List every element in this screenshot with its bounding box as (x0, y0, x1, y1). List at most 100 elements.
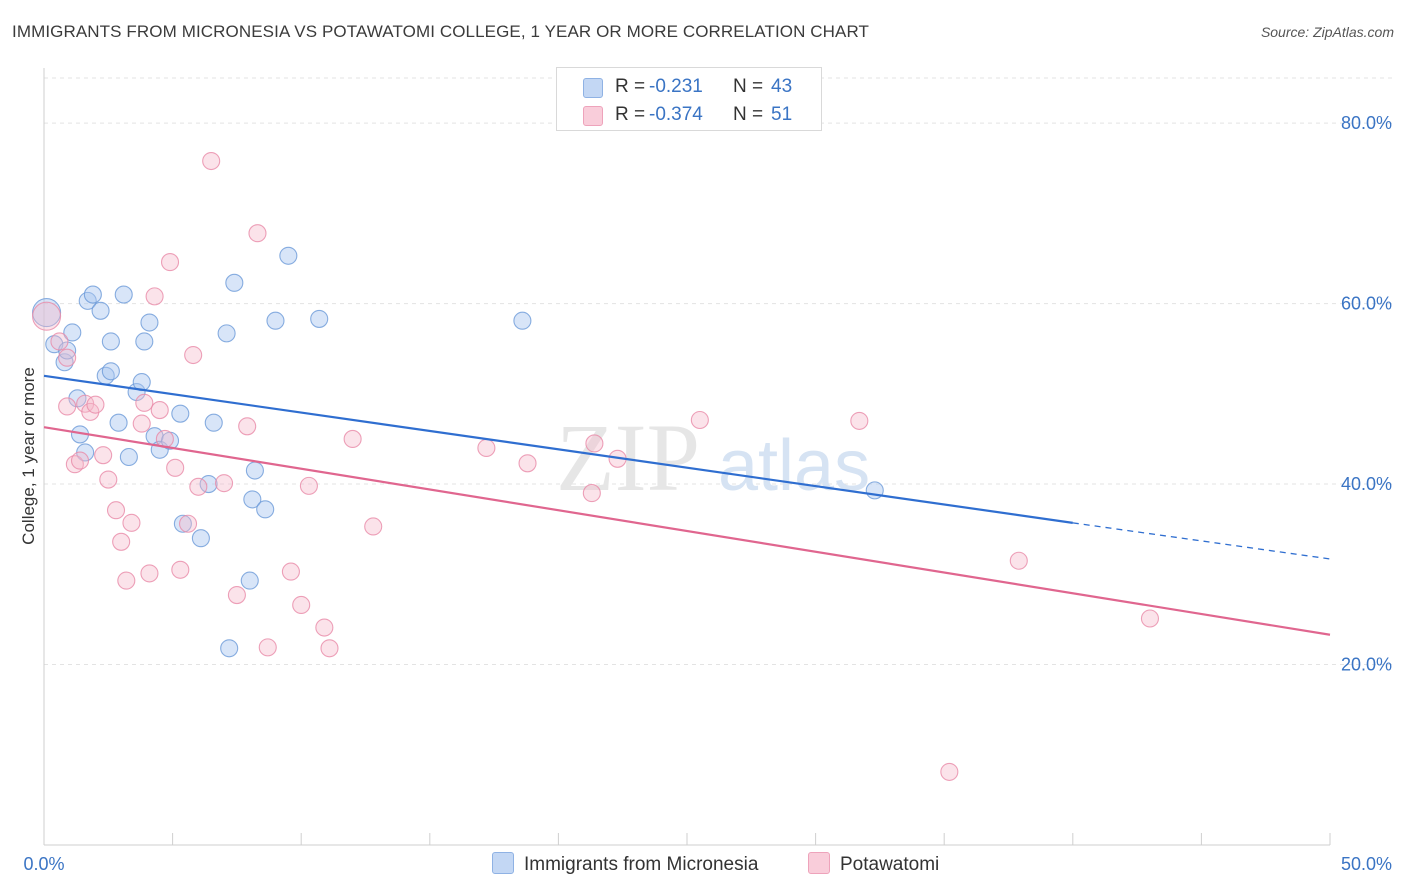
legend-swatch-micronesia (583, 78, 603, 98)
point-potawatomi (99, 470, 118, 489)
legend-r-label: R = (615, 76, 646, 97)
point-micronesia (513, 311, 532, 330)
point-potawatomi (171, 560, 190, 579)
point-potawatomi (585, 434, 604, 453)
point-potawatomi (518, 454, 537, 473)
point-potawatomi (184, 345, 203, 365)
point-potawatomi (850, 411, 869, 430)
point-potawatomi (166, 458, 185, 477)
point-potawatomi (117, 571, 136, 590)
y-axis-label: College, 1 year or more (19, 367, 38, 545)
trend-lines (43, 374, 1331, 636)
point-potawatomi (112, 532, 131, 551)
bottom-legend-micronesia: Immigrants from Micronesia (492, 852, 758, 876)
point-micronesia (91, 301, 110, 320)
watermark-atlas: atlas (718, 426, 870, 506)
point-potawatomi (258, 638, 277, 657)
legend-row-potawatomi: R = -0.374 N = 51 (557, 100, 821, 130)
point-potawatomi (32, 301, 62, 331)
point-micronesia (199, 475, 218, 494)
bottom-legend-label-micronesia: Immigrants from Micronesia (524, 854, 759, 875)
point-micronesia (83, 285, 102, 304)
legend-n-label: N = (733, 76, 764, 97)
data-points (32, 151, 1160, 781)
legend-swatch-potawatomi (583, 106, 603, 126)
point-micronesia (101, 332, 120, 351)
watermark: ZIP atlas (556, 404, 870, 511)
point-micronesia (171, 404, 190, 423)
x-tick-label: 0.0% (23, 854, 64, 874)
point-potawatomi (70, 451, 90, 470)
point-potawatomi (227, 585, 246, 605)
point-potawatomi (248, 224, 267, 243)
point-micronesia (220, 639, 239, 658)
y-tick-label: 60.0% (1341, 294, 1392, 314)
point-potawatomi (202, 151, 221, 171)
bottom-legend-swatch-micronesia (492, 852, 514, 874)
point-micronesia (279, 246, 298, 265)
legend-r-value-micronesia: -0.231 (649, 76, 703, 97)
bottom-legend-swatch-potawatomi (808, 852, 830, 874)
source-label: Source: ZipAtlas.com (1260, 24, 1394, 40)
point-potawatomi (94, 446, 113, 465)
point-potawatomi (582, 484, 601, 503)
point-micronesia (243, 490, 262, 509)
legend-n-value-micronesia: 43 (771, 76, 793, 97)
point-potawatomi (320, 639, 339, 658)
point-micronesia (101, 362, 120, 381)
point-potawatomi (145, 287, 164, 306)
point-potawatomi (315, 618, 334, 637)
point-potawatomi (65, 455, 84, 474)
trend-line-micronesia-extension (1072, 522, 1331, 560)
point-potawatomi (106, 501, 126, 520)
point-micronesia (114, 285, 133, 304)
chart-title: IMMIGRANTS FROM MICRONESIA VS POTAWATOMI… (12, 22, 870, 41)
point-potawatomi (214, 474, 234, 493)
legend-n-label: N = (733, 104, 764, 125)
point-micronesia (225, 273, 244, 292)
watermark-zip: ZIP (556, 404, 700, 511)
point-micronesia (217, 324, 236, 343)
point-micronesia (109, 413, 128, 432)
legend-row-micronesia: R = -0.231 N = 43 (557, 72, 821, 102)
point-micronesia (245, 461, 264, 480)
point-micronesia (204, 413, 223, 432)
y-tick-label: 40.0% (1341, 474, 1392, 494)
point-potawatomi (58, 348, 77, 367)
point-potawatomi (299, 476, 318, 495)
point-micronesia (119, 447, 138, 467)
point-micronesia (173, 514, 192, 533)
legend: R = -0.231 N = 43 R = -0.374 N = 51 (556, 67, 822, 131)
point-potawatomi (1140, 609, 1160, 628)
point-micronesia (256, 500, 275, 519)
point-potawatomi (364, 517, 383, 536)
point-micronesia (310, 309, 329, 328)
axes (43, 68, 1331, 846)
bottom-legend-potawatomi: Potawatomi (808, 852, 939, 876)
point-potawatomi (160, 253, 180, 272)
point-potawatomi (58, 397, 77, 416)
y-tick-label: 20.0% (1341, 655, 1392, 675)
x-tick-label: 50.0% (1341, 854, 1392, 874)
point-micronesia (58, 341, 77, 360)
point-potawatomi (343, 429, 362, 448)
point-potawatomi (140, 564, 159, 583)
point-potawatomi (150, 401, 169, 420)
point-potawatomi (132, 414, 151, 433)
trend-line-micronesia (43, 374, 1073, 524)
point-potawatomi (50, 332, 69, 351)
point-micronesia (140, 313, 159, 332)
point-micronesia (240, 571, 259, 590)
legend-r-label: R = (615, 104, 646, 125)
point-micronesia (266, 311, 285, 330)
point-potawatomi (281, 562, 300, 581)
point-potawatomi (122, 513, 141, 532)
legend-r-value-potawatomi: -0.374 (649, 104, 703, 125)
tick-labels: 20.0% 40.0% 60.0% 80.0% 0.0% 50.0% (23, 113, 1392, 874)
trend-line-potawatomi (43, 426, 1331, 636)
point-potawatomi (135, 393, 154, 412)
point-potawatomi (940, 762, 959, 781)
point-potawatomi (477, 438, 496, 458)
point-potawatomi (238, 417, 257, 436)
